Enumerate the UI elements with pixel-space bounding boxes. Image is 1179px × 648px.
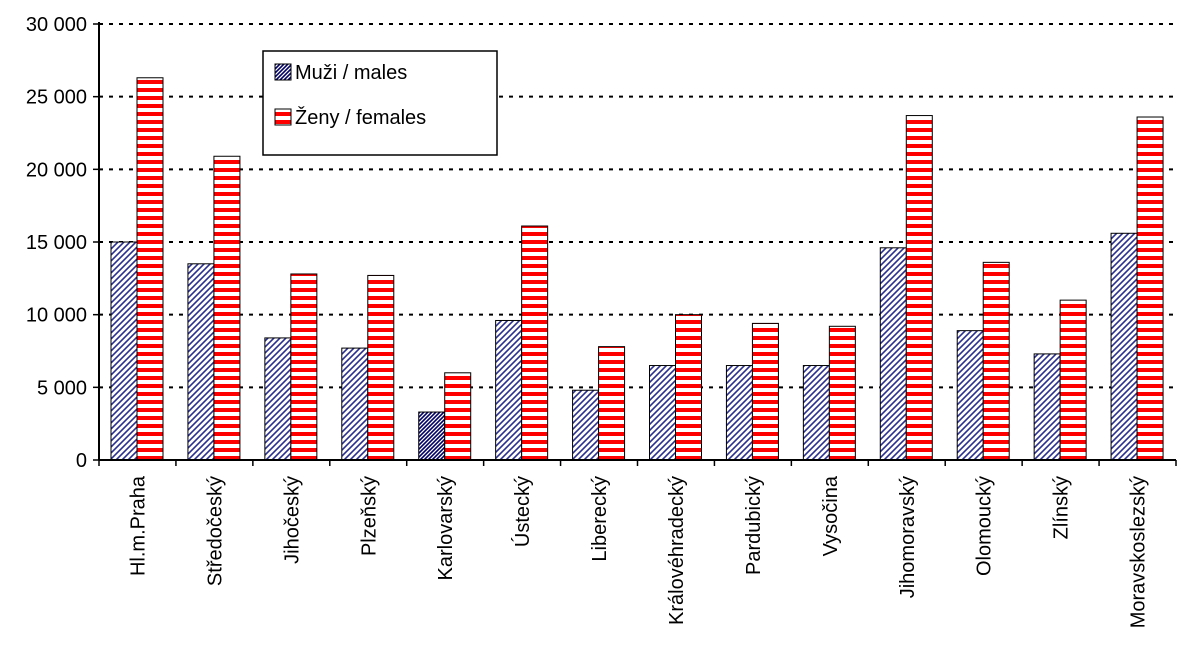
y-tick-label: 10 000: [26, 305, 87, 327]
x-category-label: Plzeňský: [358, 476, 380, 556]
x-category-label: Ústecký: [511, 476, 534, 547]
y-tick-label: 20 000: [26, 159, 87, 181]
x-category-label: Středočeský: [204, 476, 226, 586]
x-category-label: Pardubický: [743, 476, 765, 575]
bar-males: [1033, 353, 1061, 461]
bar-males: [725, 365, 753, 461]
bar-males: [879, 247, 907, 461]
bar-males: [649, 365, 676, 461]
legend-box: [262, 50, 498, 156]
bar-females: [751, 322, 779, 461]
bar-females: [213, 155, 241, 461]
bar-females: [290, 273, 318, 461]
bar-females: [675, 314, 702, 461]
bar-females: [1136, 116, 1164, 461]
gridlines: [99, 23, 1176, 389]
bar-males: [495, 319, 523, 461]
x-category-label: Karlovarský: [435, 476, 457, 580]
bar-males: [187, 263, 215, 461]
y-tick-label: 25 000: [26, 87, 87, 109]
bar-females: [598, 346, 626, 461]
x-category-label: Jihomoravský: [897, 476, 919, 598]
x-category-label: Hl.m.Praha: [127, 475, 149, 576]
bar-females: [905, 115, 933, 461]
bar-males: [956, 330, 984, 461]
y-tick-label: 5 000: [37, 377, 87, 399]
legend-swatch-males: [274, 63, 292, 81]
bar-males: [418, 411, 446, 461]
y-tick-label: 15 000: [26, 232, 87, 254]
x-category-label: Liberecký: [589, 476, 611, 562]
bar-females: [828, 325, 856, 461]
legend-label-females: Ženy / females: [295, 106, 426, 129]
bar-females: [521, 225, 549, 461]
bar-females: [444, 372, 472, 461]
legend-swatch-females: [274, 108, 292, 126]
axes: [93, 22, 1177, 466]
x-category-label: Jihočeský: [281, 476, 303, 564]
bar-females: [982, 261, 1010, 461]
bar-females: [1059, 299, 1087, 461]
legend: Muži / males Ženy / females: [262, 50, 498, 156]
x-category-label: Olomoucký: [974, 476, 996, 576]
bar-males: [802, 365, 830, 461]
x-category-label: Vysočina: [820, 475, 842, 556]
bar-males: [110, 241, 138, 461]
x-category-label: Královéhradecký: [666, 476, 688, 625]
bar-males: [264, 337, 292, 461]
bar-males: [1110, 232, 1138, 461]
x-category-label: Moravskoslezský: [1128, 476, 1150, 628]
legend-label-males: Muži / males: [295, 62, 407, 84]
y-tick-label: 0: [76, 450, 87, 472]
bars: [110, 77, 1164, 461]
x-category-label: Zlínský: [1051, 476, 1073, 539]
bar-females: [136, 77, 164, 461]
labels: 0 5 000 10 000 15 000 20 000 25 000 30 000 Hl.m…: [26, 14, 1150, 628]
bar-males: [572, 389, 600, 461]
y-tick-label: 30 000: [26, 14, 87, 36]
bar-females: [367, 274, 395, 461]
bar-males: [341, 347, 369, 461]
